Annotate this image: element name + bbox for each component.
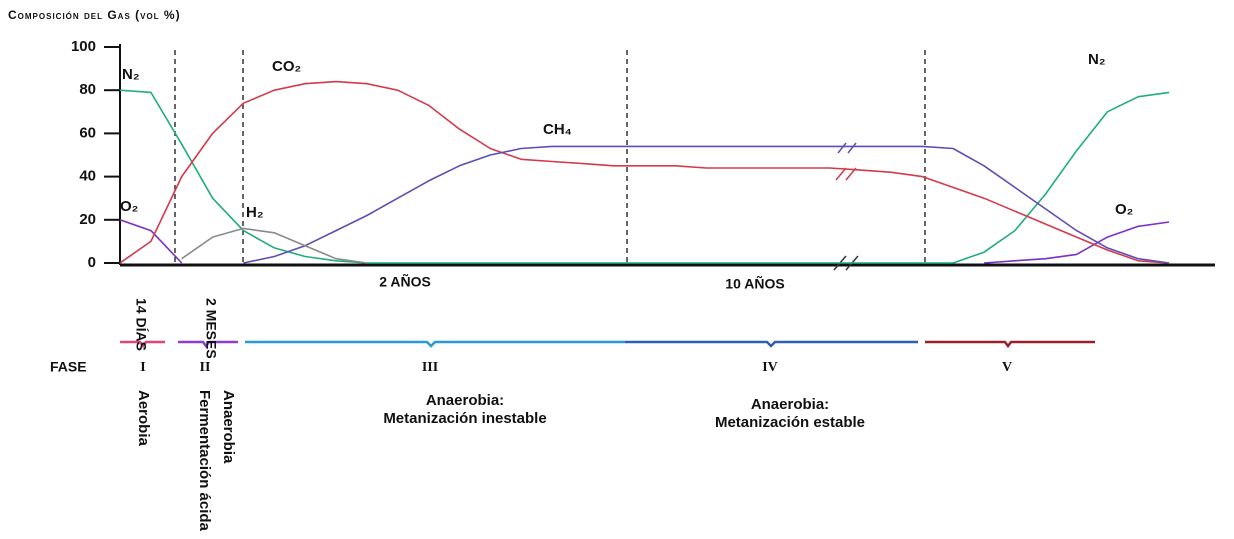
phase-description: Fermentación ácida (196, 390, 213, 532)
phase-numeral: III (422, 360, 438, 375)
duration-label: 14 DÍAS (133, 298, 149, 351)
series-label: N₂ (1088, 51, 1106, 68)
chart-title: Composición del Gas (vol %) (8, 8, 181, 22)
series-line (119, 89, 1170, 264)
phase-brackets (120, 340, 1095, 349)
series-line (243, 145, 1170, 264)
phase-description: Anaerobia: (751, 396, 829, 413)
duration-label: 10 AÑOS (725, 275, 784, 292)
phase-description: Anaerobia (220, 390, 237, 464)
phase-description: Anaerobia: (426, 392, 504, 409)
phase-description: Metanización estable (715, 414, 865, 431)
series-label: H₂ (246, 204, 264, 221)
y-tick-label: 100 (71, 38, 96, 55)
duration-label: 2 MESES (203, 298, 219, 359)
y-tick-label: 20 (79, 211, 96, 228)
phase-description: Metanización inestable (383, 410, 546, 427)
series-label: N₂ (122, 66, 140, 83)
series-label: O₂ (120, 198, 138, 215)
series-label: CH₄ (543, 121, 572, 138)
duration-label: 2 AÑOS (379, 273, 431, 290)
y-tick-label: 60 (79, 124, 96, 141)
series-line (119, 219, 1170, 264)
y-tick-label: 80 (79, 81, 96, 98)
axis-break (833, 142, 859, 271)
y-tick-label: 40 (79, 168, 96, 185)
phase-numeral: I (140, 360, 145, 375)
phase-description: Aerobia (135, 390, 152, 447)
y-tick-label: 0 (88, 254, 96, 271)
series-line (181, 227, 368, 264)
phase-numeral: V (1002, 360, 1012, 375)
series-line (119, 80, 1170, 264)
series-label: CO₂ (272, 58, 301, 75)
phase-numeral: II (200, 360, 211, 375)
phase-numeral: IV (762, 360, 778, 375)
phase-label: FASE (50, 359, 87, 375)
series-label: O₂ (1115, 201, 1133, 218)
